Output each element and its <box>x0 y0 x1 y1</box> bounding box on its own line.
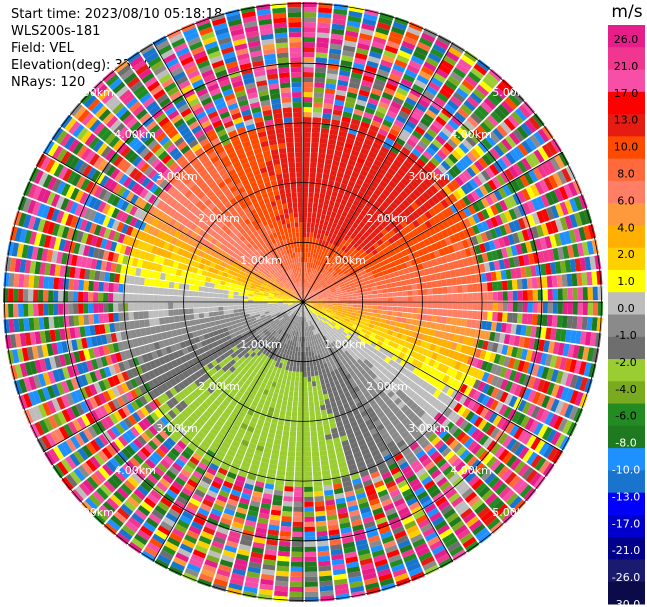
colorbar-tick-label: 4.0 <box>617 221 635 234</box>
colorbar-tick-label: 0.0 <box>617 302 635 315</box>
field-text: Field: VEL <box>11 41 74 56</box>
ring-label: 4.00km <box>114 464 156 477</box>
ring-label: 3.00km <box>408 422 450 435</box>
colorbar-tick-label: -26.0 <box>612 571 640 584</box>
colorbar-cell <box>608 470 645 494</box>
colorbar-tick-label: -13.0 <box>612 490 640 503</box>
colorbar-cell <box>608 203 645 226</box>
ring-label: 1.00km <box>324 338 366 351</box>
azimuth-spoke <box>42 151 304 303</box>
colorbar-cell <box>608 581 645 605</box>
colorbar-cell <box>608 158 645 182</box>
colorbar-tick-label: -8.0 <box>615 437 636 450</box>
colorbar-cell <box>608 492 645 516</box>
azimuth-spoke <box>152 41 304 303</box>
azimuth-spoke <box>302 301 563 453</box>
azimuth-spoke <box>302 151 563 303</box>
ring-label: 4.00km <box>114 128 156 141</box>
colorbar-cell <box>608 225 645 249</box>
colorbar-cell <box>608 514 645 538</box>
ring-label: 2.00km <box>366 380 408 393</box>
range-rings <box>3 2 603 602</box>
colorbar-cell <box>608 47 645 71</box>
ring-labels: 1.00km 1.00km 1.00km 1.00km 2.00km 2.00km 2.00… <box>72 86 534 519</box>
colorbar-cell <box>608 114 645 137</box>
colorbar-tick-label: -2.0 <box>615 356 636 369</box>
azimuth-spoke <box>302 301 454 562</box>
ring-label: 3.00km <box>156 170 198 183</box>
colorbar-cell <box>608 269 645 293</box>
ring-label: 3.00km <box>408 170 450 183</box>
colorbar-cell <box>608 180 645 204</box>
colorbar-cell <box>608 292 645 315</box>
colorbar-cells <box>608 25 645 605</box>
colorbar-tick-label: 2.0 <box>617 248 635 261</box>
colorbar-tick-label: -30.0 <box>612 598 640 607</box>
colorbar-cell <box>608 559 645 583</box>
colorbar-tick-label: -17.0 <box>612 517 640 530</box>
colorbar-cell <box>608 425 645 449</box>
colorbar-tick-label: 1.0 <box>617 275 635 288</box>
colorbar-tick-label: 26.0 <box>614 33 639 46</box>
colorbar-tick-label: 8.0 <box>617 168 635 181</box>
colorbar-tick-label: 21.0 <box>614 60 639 73</box>
ring-label: 4.00km <box>450 128 492 141</box>
ring-label: 5.00km <box>72 86 114 99</box>
ring-label: 2.00km <box>366 212 408 225</box>
colorbar-cell <box>608 91 645 115</box>
colorbar-unit: m/s <box>611 2 642 22</box>
ring-label: 2.00km <box>198 380 240 393</box>
colorbar-cell <box>608 25 645 48</box>
ring-label: 3.00km <box>156 422 198 435</box>
ppi-plot: 1.00km 1.00km 1.00km 1.00km 2.00km 2.00km 2.00… <box>3 2 603 602</box>
colorbar-tick-label: -1.0 <box>615 329 636 342</box>
ppi-data <box>3 2 603 602</box>
colorbar-cell <box>608 136 645 160</box>
colorbar-cell <box>608 336 645 360</box>
ring-label: 2.00km <box>198 212 240 225</box>
colorbar-tick-label: -21.0 <box>612 544 640 557</box>
azimuth-spoke <box>152 301 304 562</box>
azimuth-spoke <box>302 41 454 303</box>
ring-label: 4.00km <box>450 464 492 477</box>
colorbar-cell <box>608 403 645 427</box>
colorbar-cell <box>608 314 645 338</box>
instrument-text: WLS200s-181 <box>11 24 101 39</box>
ring-label: 5.00km <box>492 86 534 99</box>
colorbar-cell <box>608 537 645 560</box>
colorbar-cell <box>608 448 645 471</box>
colorbar-tick-label: 6.0 <box>617 194 635 207</box>
ring-label: 1.00km <box>240 254 282 267</box>
start-time-text: Start time: 2023/08/10 05:18:18 <box>11 7 223 22</box>
colorbar-cell <box>608 69 645 93</box>
colorbar-tick-label: -10.0 <box>612 463 640 476</box>
colorbar-tick-label: -6.0 <box>615 410 636 423</box>
ring-label: 5.00km <box>72 506 114 519</box>
colorbar-cell <box>608 247 645 271</box>
colorbar: m/s 26.0 21.0 17.0 13.0 10.0 8.0 6.0 4.0 2.0 1.0 0… <box>608 2 645 607</box>
ring-label: 1.00km <box>324 254 366 267</box>
ring-label: 5.00km <box>492 506 534 519</box>
azimuth-spoke <box>42 301 304 453</box>
colorbar-tick-label: 17.0 <box>614 87 639 100</box>
nrays-text: NRays: 120 <box>11 75 86 90</box>
ring-label: 1.00km <box>240 338 282 351</box>
colorbar-tick-label: 10.0 <box>614 141 639 154</box>
colorbar-ticks: 26.0 21.0 17.0 13.0 10.0 8.0 6.0 4.0 2.0 1.0 0.0 -1… <box>612 33 640 607</box>
colorbar-cell <box>608 359 645 382</box>
colorbar-tick-label: -4.0 <box>615 383 636 396</box>
colorbar-tick-label: 13.0 <box>614 114 639 127</box>
colorbar-cell <box>608 381 645 405</box>
